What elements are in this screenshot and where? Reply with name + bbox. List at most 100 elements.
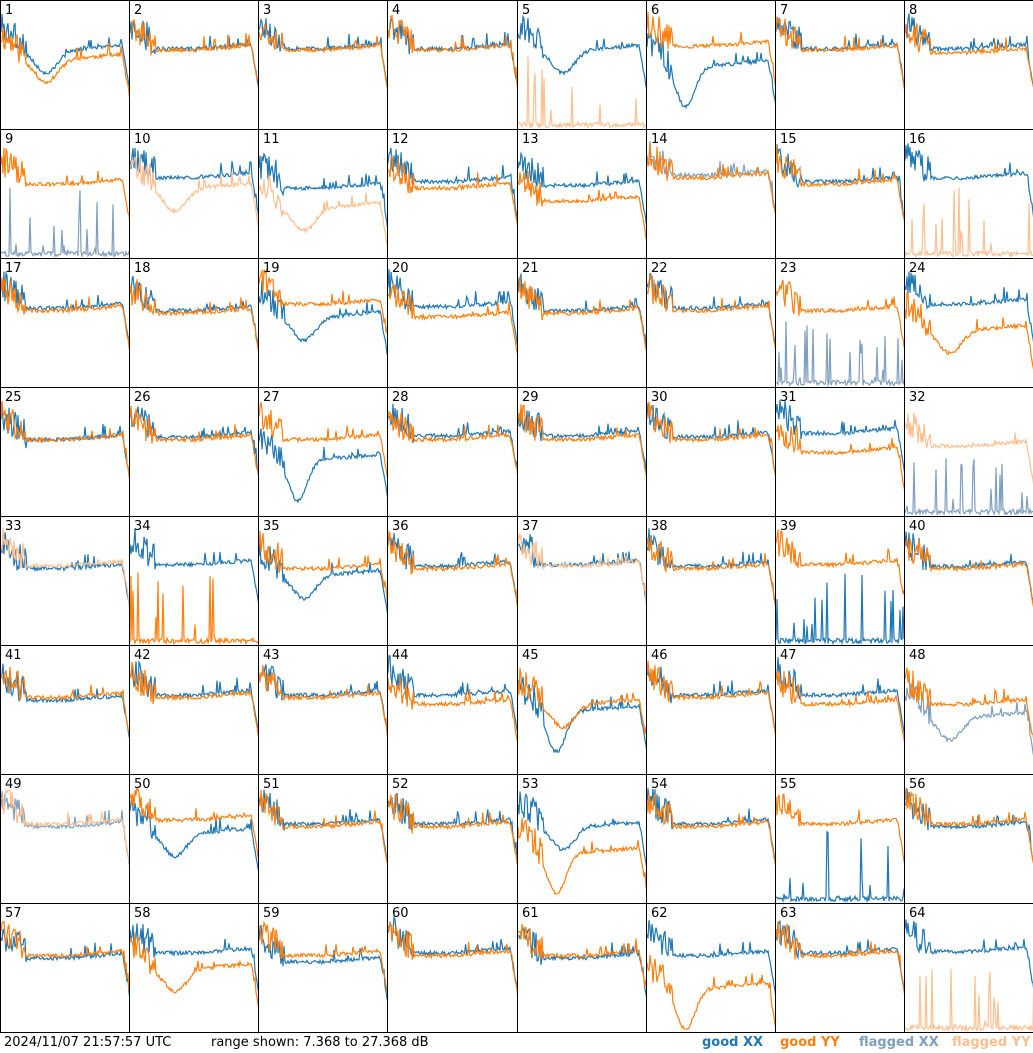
tile-plot: [776, 793, 904, 903]
series-yy-line: [905, 787, 1033, 864]
series-xx-line: [1, 663, 129, 739]
series-xx-line: [647, 32, 775, 110]
tile-label: 61: [522, 906, 539, 921]
series-yy-line: [388, 283, 517, 354]
series-xx-line: [388, 533, 517, 606]
series-xx-line: [388, 17, 517, 86]
series-yy-line: [259, 920, 387, 995]
tile-plot: [518, 668, 646, 754]
series-xx-line: [1, 187, 129, 258]
series-xx-line: [647, 788, 775, 862]
tile-43: 43: [258, 645, 388, 775]
tile-5: 5: [517, 0, 647, 130]
tile-plot: [647, 11, 775, 110]
tile-plot: [905, 143, 1033, 258]
series-yy-line: [647, 401, 775, 477]
tile-label: 13: [522, 132, 539, 147]
tile-label: 42: [134, 648, 151, 663]
tile-plot: [1, 401, 129, 480]
series-xx-line: [647, 666, 775, 735]
series-yy-line: [905, 291, 1033, 370]
tile-59: 59: [258, 903, 388, 1033]
tile-51: 51: [258, 774, 388, 904]
series-xx-line: [518, 151, 646, 226]
series-yy-line: [130, 156, 258, 229]
series-xx-line: [388, 792, 517, 865]
tile-31: 31: [775, 387, 905, 517]
tile-label: 21: [522, 261, 539, 276]
tile-label: 39: [780, 519, 797, 534]
tile-label: 6: [651, 3, 660, 18]
series-xx-line: [130, 20, 258, 88]
series-yy-line: [1, 28, 129, 99]
tile-plot: [259, 664, 387, 738]
tile-38: 38: [646, 516, 776, 646]
series-yy-line: [1, 147, 129, 222]
tile-label: 30: [651, 390, 668, 405]
tile-24: 24: [904, 258, 1033, 388]
series-yy-line: [388, 14, 517, 89]
series-yy-line: [647, 660, 775, 737]
tile-15: 15: [775, 129, 905, 259]
tile-22: 22: [646, 258, 776, 388]
tile-33: 33: [0, 516, 130, 646]
tile-45: 45: [517, 645, 647, 775]
series-yy-line: [647, 954, 775, 1030]
tile-plot: [259, 530, 387, 614]
tile-label: 48: [909, 648, 926, 663]
series-yy-line: [130, 932, 258, 1008]
tile-plot: [130, 18, 258, 88]
tile-plot: [776, 144, 904, 223]
tile-label: 17: [5, 261, 22, 276]
tile-plot: [388, 269, 517, 354]
series-yy-line: [130, 405, 258, 475]
tile-62: 62: [646, 903, 776, 1033]
tile-54: 54: [646, 774, 776, 904]
tile-plot: [388, 655, 517, 743]
series-xx-line: [647, 920, 775, 996]
tile-25: 25: [0, 387, 130, 517]
series-yy-line: [647, 273, 775, 351]
tile-plot: [905, 919, 1033, 1032]
series-yy-line: [776, 424, 904, 491]
tile-plot: [259, 17, 387, 91]
tile-58: 58: [129, 903, 259, 1033]
tile-7: 7: [775, 0, 905, 130]
series-xx-line: [130, 406, 258, 476]
tile-3: 3: [258, 0, 388, 130]
series-yy-line: [776, 671, 904, 743]
tile-plot: [388, 914, 517, 996]
tile-label: 5: [522, 3, 531, 18]
tile-plot: [259, 920, 387, 1001]
series-xx-line: [259, 664, 387, 734]
tile-plot: [776, 529, 904, 645]
series-xx-line: [1, 928, 129, 997]
tile-label: 11: [263, 132, 280, 147]
tile-label: 54: [651, 777, 668, 792]
tile-label: 45: [522, 648, 539, 663]
series-xx-line: [647, 402, 775, 476]
series-yy-line: [518, 923, 646, 987]
series-yy-line: [647, 11, 775, 87]
tile-label: 15: [780, 132, 797, 147]
tile-29: 29: [517, 387, 647, 517]
tile-46: 46: [646, 645, 776, 775]
series-yy-line: [776, 279, 904, 349]
tile-27: 27: [258, 387, 388, 517]
tile-plot: [518, 923, 646, 999]
tile-18: 18: [129, 258, 259, 388]
series-xx-line: [1, 791, 129, 867]
series-xx-line: [905, 143, 1033, 218]
series-yy-line: [905, 23, 1033, 89]
tile-14: 14: [646, 129, 776, 259]
tile-label: 22: [651, 261, 668, 276]
series-yy-line: [647, 142, 775, 216]
series-xx-line: [776, 573, 904, 645]
tile-label: 16: [909, 132, 926, 147]
tile-56: 56: [904, 774, 1033, 904]
tile-label: 40: [909, 519, 926, 534]
tile-63: 63: [775, 903, 905, 1033]
tile-plot: [647, 660, 775, 737]
timestamp: 2024/11/07 21:57:57 UTC: [4, 1035, 172, 1050]
tile-plot: [776, 16, 904, 90]
